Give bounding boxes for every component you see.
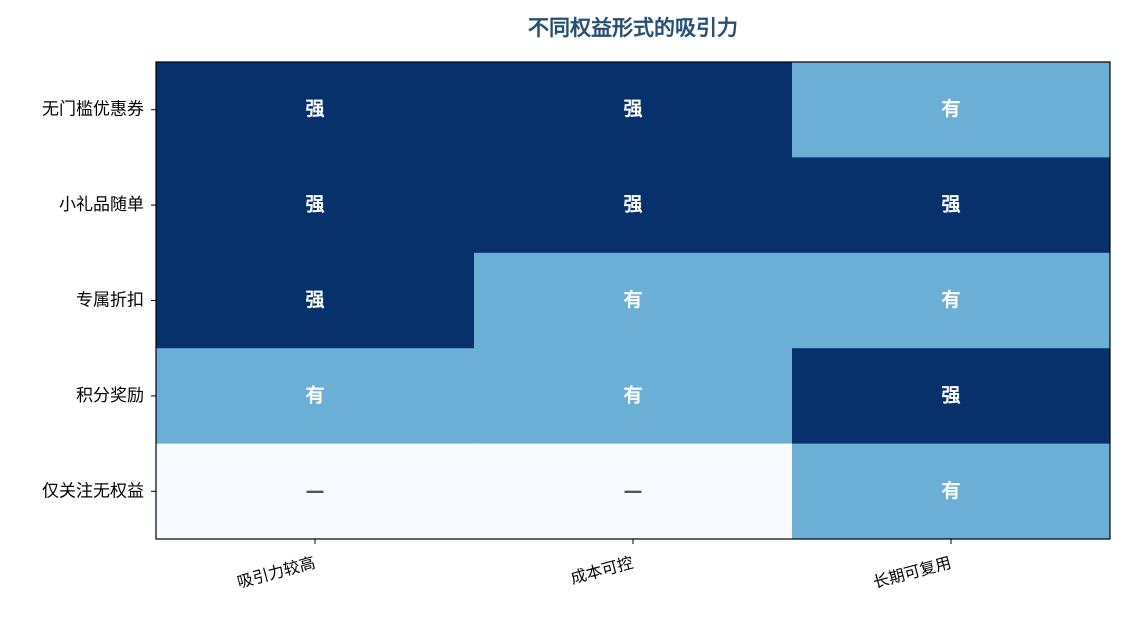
cell-label: 有 (305, 383, 324, 406)
heatmap-cell (156, 443, 475, 540)
cell-label: 有 (623, 288, 642, 311)
cell-label: 强 (623, 194, 642, 216)
y-tick-label: 仅关注无权益 (42, 481, 144, 501)
heatmap-cell (474, 443, 793, 540)
plot-frame (155, 61, 1111, 540)
cell-label: 强 (941, 194, 960, 216)
y-tick-label: 小礼品随单 (59, 195, 144, 215)
y-tick-label: 积分奖励 (76, 386, 144, 406)
heatmap-cell (474, 252, 793, 349)
heatmap-cell (474, 62, 793, 158)
heatmap-cell (474, 348, 793, 445)
cell-label: 有 (941, 288, 960, 311)
heatmap-cell (156, 348, 475, 445)
heatmap-cell (792, 252, 1111, 349)
cell-label: 强 (305, 289, 324, 311)
cell-label: 有 (941, 97, 960, 120)
heatmap-cell (792, 443, 1111, 540)
heatmap-cell (156, 157, 475, 254)
cell-label: 强 (623, 98, 642, 120)
cell-label: 强 (305, 98, 324, 120)
cell-label: 有 (941, 479, 960, 502)
heatmap-cell (792, 348, 1111, 445)
chart-title: 不同权益形式的吸引力 (528, 16, 738, 40)
cell-label: 强 (941, 384, 960, 406)
heatmap-cell (156, 62, 475, 158)
heatmap-cell (474, 157, 793, 254)
cell-label: — (624, 480, 643, 502)
cell-label: — (306, 480, 325, 502)
heatmap-cell (156, 252, 475, 349)
y-tick-label: 无门槛优惠券 (42, 100, 144, 120)
y-tick-label: 专属折扣 (76, 291, 144, 311)
cell-label: 强 (305, 194, 324, 216)
cell-label: 有 (623, 383, 642, 406)
heatmap-cell (792, 157, 1111, 254)
heatmap-cell (792, 62, 1111, 158)
